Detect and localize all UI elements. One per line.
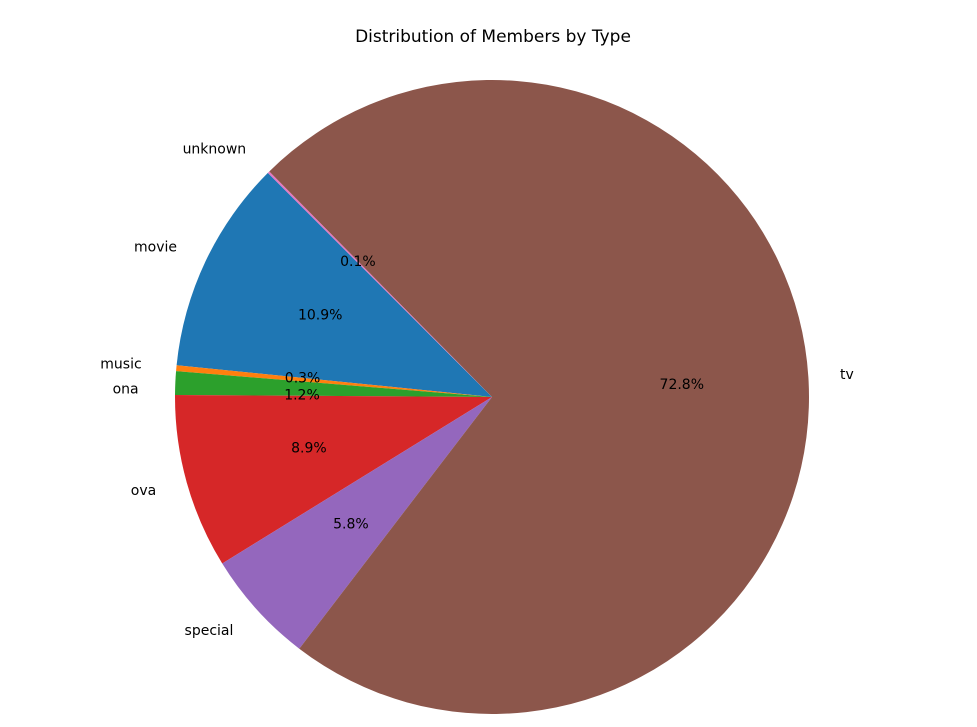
pie-slice-ova <box>175 395 492 564</box>
percent-label-ona: 1.2% <box>284 388 320 404</box>
pie-slice-ona <box>175 371 492 397</box>
slice-label-ova: ova <box>131 483 156 499</box>
slice-label-movie: movie <box>134 240 177 256</box>
pie-slice-special <box>222 397 493 649</box>
percent-label-special: 5.8% <box>333 517 369 533</box>
pie-slice-unknown <box>267 171 492 397</box>
percent-label-movie: 10.9% <box>298 308 342 324</box>
slice-label-ona: ona <box>113 382 139 398</box>
pie-slices <box>175 79 810 714</box>
percent-label-unknown: 0.1% <box>340 254 376 270</box>
slice-label-music: music <box>100 356 141 372</box>
pie-slice-movie <box>176 172 492 397</box>
percent-label-music: 0.3% <box>285 371 321 387</box>
pie-slice-tv <box>269 79 810 714</box>
slice-label-unknown: unknown <box>183 142 247 158</box>
percent-label-tv: 72.8% <box>660 377 704 393</box>
pie-slice-music <box>176 365 492 397</box>
pie-labels: movie 10.9% music 0.3% ona 1.2% ova 8.9% special… <box>100 142 853 639</box>
percent-label-ova: 8.9% <box>291 440 327 456</box>
slice-label-tv: tv <box>840 367 854 383</box>
chart-title: Distribution of Members by Type <box>355 27 631 47</box>
slice-label-special: special <box>185 623 234 639</box>
